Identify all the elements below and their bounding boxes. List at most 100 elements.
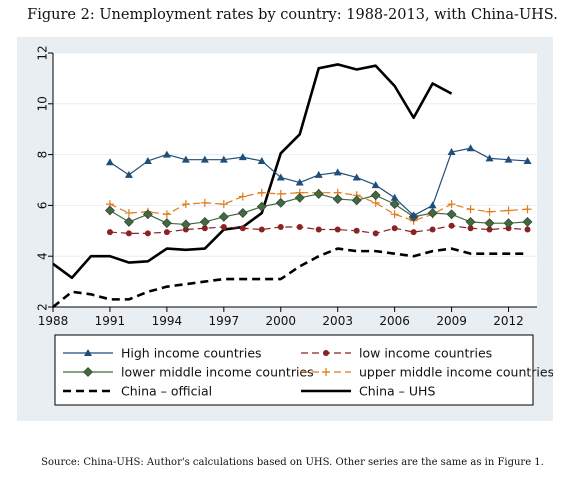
y-tick-label: 4 [36, 252, 50, 260]
marker-circle [505, 225, 512, 232]
series-line [52, 63, 453, 280]
marker-triangle [162, 150, 171, 158]
marker-diamond [83, 367, 93, 377]
marker-circle [144, 230, 151, 237]
axes: 2 4 6 8 10 12 1988 1991 1994 1997 2000 2003 2006 2009… [36, 45, 537, 328]
marker-diamond [313, 189, 324, 199]
marker-diamond [237, 208, 248, 218]
marker-circle [239, 225, 246, 232]
marker-circle [467, 225, 474, 232]
marker-circle [486, 226, 493, 233]
marker-diamond [123, 216, 134, 227]
marker-diamond [370, 190, 381, 201]
marker-diamond [180, 219, 191, 230]
chart: 2 4 6 8 10 12 1988 1991 1994 1997 2000 2003 2006 2009… [17, 37, 553, 421]
marker-triangle [390, 193, 399, 201]
marker-circle [258, 226, 265, 233]
marker-circle [315, 226, 322, 233]
marker-triangle [409, 211, 418, 219]
marker-diamond [294, 192, 305, 203]
legend-entry-1: low income countries [301, 346, 492, 361]
legend-entry-3: upper middle income countries [301, 365, 553, 380]
marker-circle [353, 227, 360, 234]
marker-circle [220, 223, 227, 230]
legend-box [54, 334, 534, 406]
marker-circle [296, 223, 303, 230]
marker-circle [277, 223, 284, 230]
series-low_income-1 [106, 222, 531, 237]
marker-circle [410, 229, 417, 236]
marker-diamond [427, 208, 438, 218]
marker-triangle [314, 170, 323, 178]
figure-title: Figure 2: Unemployment rates by country:… [27, 7, 558, 23]
x-tick-label: 2000 [265, 314, 296, 328]
marker-triangle [257, 156, 266, 164]
legend-entry-5: China – UHS [301, 384, 435, 399]
series-high_income-0 [105, 144, 532, 219]
x-tick-label: 1997 [209, 314, 240, 328]
marker-circle [524, 226, 531, 233]
marker-circle [372, 230, 379, 237]
marker-diamond [275, 197, 286, 208]
marker-diamond [465, 216, 476, 227]
x-tick-label: 1994 [152, 314, 183, 328]
x-tick-label: 2006 [379, 314, 410, 328]
marker-triangle [219, 155, 228, 163]
marker-triangle [200, 155, 209, 163]
plot-area [53, 53, 537, 307]
marker-triangle [238, 153, 247, 161]
y-tick-label: 8 [36, 151, 50, 159]
marker-triangle [276, 173, 285, 181]
marker-diamond [256, 201, 267, 212]
marker-triangle [447, 148, 456, 156]
y-tick-label: 12 [36, 45, 50, 60]
series-china-5 [52, 63, 453, 280]
marker-triangle [124, 170, 133, 178]
series-line [52, 247, 528, 309]
marker-diamond [142, 209, 153, 220]
legend-label: upper middle income countries [359, 365, 553, 380]
marker-triangle [181, 155, 190, 163]
marker-circle [391, 225, 398, 232]
marker-diamond [161, 218, 172, 229]
marker-diamond [446, 209, 457, 220]
x-tick-label: 1988 [38, 314, 69, 328]
x-tick-label: 2009 [436, 314, 467, 328]
y-tick-label: 2 [36, 303, 50, 311]
legend-entry-2: lower middle income countries [63, 365, 314, 380]
marker-diamond [351, 195, 362, 206]
marker-diamond [484, 218, 495, 229]
legend-label: China – UHS [359, 384, 435, 399]
marker-triangle [523, 156, 532, 164]
series-lower_middle-2 [105, 189, 533, 230]
y-tick-label: 10 [36, 96, 50, 111]
legend: High income countries low income countrie… [54, 334, 553, 406]
marker-circle [125, 230, 132, 237]
x-tick-label: 2012 [493, 314, 524, 328]
marker-triangle [295, 178, 304, 186]
legend-label: China – official [121, 384, 212, 399]
marker-triangle [333, 168, 342, 176]
marker-triangle [143, 156, 152, 164]
marker-diamond [218, 211, 229, 222]
x-tick-label: 1991 [95, 314, 126, 328]
marker-diamond [522, 216, 533, 227]
marker-diamond [389, 199, 400, 210]
marker-circle [201, 225, 208, 232]
x-tick-label: 2003 [322, 314, 353, 328]
marker-circle [323, 350, 329, 356]
marker-diamond [199, 216, 210, 227]
legend-label: High income countries [121, 346, 262, 361]
marker-triangle [428, 201, 437, 209]
marker-triangle [371, 181, 380, 189]
legend-label: lower middle income countries [121, 365, 314, 380]
marker-triangle [504, 155, 513, 163]
marker-circle [429, 226, 436, 233]
marker-triangle [485, 154, 494, 162]
marker-circle [106, 229, 113, 236]
marker-triangle [84, 349, 92, 356]
marker-triangle [466, 144, 475, 152]
series-china-4 [52, 247, 528, 309]
marker-circle [448, 222, 455, 229]
legend-entry-0: High income countries [63, 346, 262, 361]
